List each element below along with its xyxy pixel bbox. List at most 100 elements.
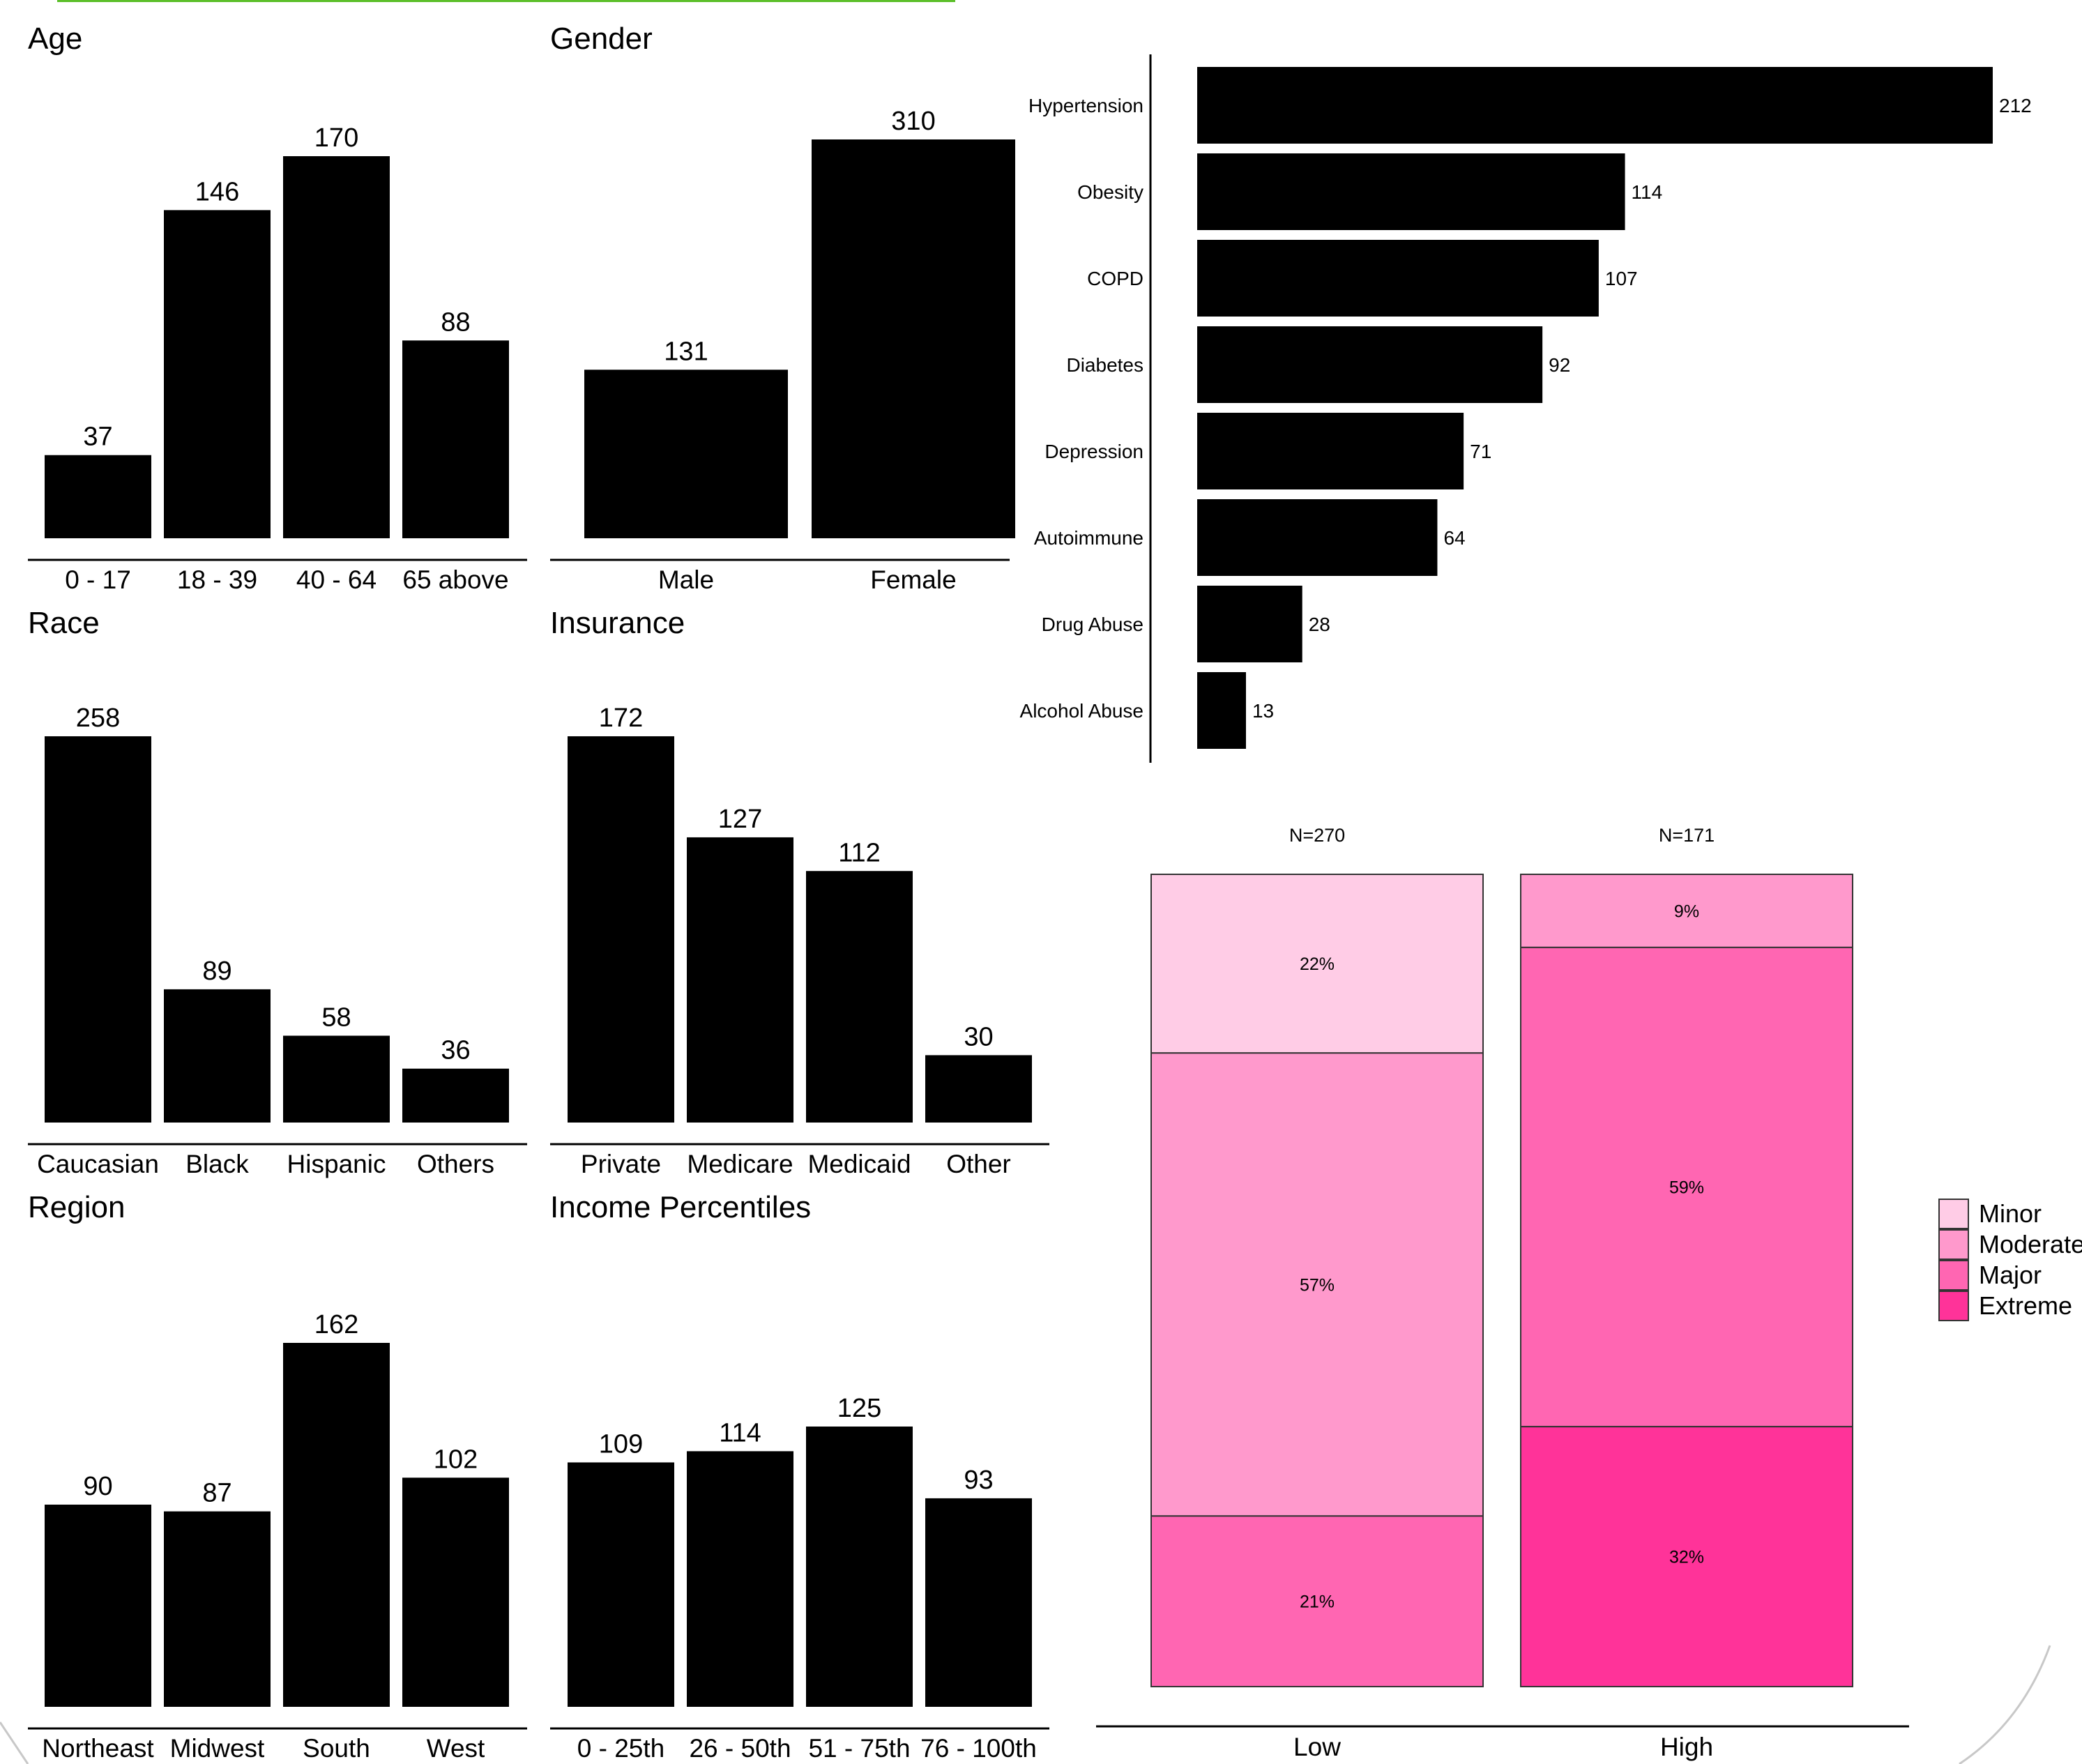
x-tick-label: Other: [946, 1150, 1011, 1178]
chart-title: Insurance: [550, 606, 685, 640]
bar: [1197, 67, 1993, 144]
legend-swatch-extreme: [1938, 1291, 1969, 1321]
bar-value-label: 162: [314, 1310, 358, 1339]
bar-value-label: 64: [1443, 527, 1465, 549]
top-accent-line: [57, 0, 955, 2]
chart-title: Income Percentiles: [550, 1190, 811, 1224]
x-tick-label: Caucasian: [37, 1150, 159, 1178]
bar: [164, 210, 271, 538]
y-tick-label: Obesity: [1077, 181, 1143, 203]
race-bar-chart: Race 258 Caucasian 89 Black 58 Hispanic 36 Other…: [28, 606, 527, 1178]
x-tick-label: 26 - 50th: [689, 1734, 791, 1763]
n-label: N=171: [1659, 825, 1715, 846]
bar: [402, 1068, 509, 1123]
segment-percent-label: 59%: [1669, 1178, 1704, 1198]
x-tick-label: South: [303, 1734, 370, 1763]
bar: [812, 139, 1015, 538]
bar-value-label: 310: [891, 107, 935, 136]
bar-value-label: 93: [964, 1466, 993, 1495]
segment-percent-label: 9%: [1674, 902, 1699, 921]
bar: [1197, 413, 1464, 489]
legend-label: Major: [1979, 1261, 2042, 1289]
segment-percent-label: 21%: [1300, 1592, 1335, 1612]
legend-label: Extreme: [1979, 1291, 2072, 1320]
bar: [806, 871, 913, 1123]
x-tick-label: Hispanic: [287, 1150, 386, 1178]
chart-title: Age: [28, 22, 82, 56]
bar: [1197, 586, 1302, 662]
x-tick-label: 18 - 39: [177, 565, 257, 594]
bar: [1197, 240, 1599, 317]
bar: [925, 1055, 1032, 1123]
bar-value-label: 13: [1252, 700, 1274, 722]
segment-percent-label: 32%: [1669, 1548, 1704, 1567]
bar: [45, 455, 151, 538]
bar-value-label: 37: [83, 423, 112, 452]
bar: [806, 1427, 913, 1707]
bar-value-label: 58: [321, 1003, 351, 1032]
bar-value-label: 92: [1549, 354, 1570, 376]
bar-value-label: 28: [1309, 614, 1330, 635]
chart-title: Region: [28, 1190, 125, 1224]
bar: [1197, 326, 1543, 403]
x-tick-label: Others: [417, 1150, 494, 1178]
stack-segment-major: [1150, 1515, 1484, 1688]
decorative-arc: [0, 1721, 29, 1764]
bar-value-label: 131: [664, 337, 708, 366]
bar-value-label: 258: [76, 704, 120, 733]
x-tick-label: 65 above: [402, 565, 508, 594]
bar: [45, 736, 151, 1123]
bar: [925, 1498, 1032, 1707]
bar-value-label: 114: [1632, 181, 1663, 203]
x-tick-label: 0 - 17: [65, 565, 131, 594]
bar-value-label: 102: [434, 1445, 478, 1474]
y-tick-label: Diabetes: [1066, 354, 1143, 376]
n-label: N=270: [1289, 825, 1345, 846]
y-tick-label: COPD: [1087, 268, 1143, 289]
segment-percent-label: 22%: [1300, 955, 1335, 974]
x-tick-label: Male: [658, 565, 714, 594]
x-tick-label: West: [427, 1734, 485, 1763]
bar-value-label: 125: [837, 1394, 881, 1423]
y-tick-label: Hypertension: [1028, 95, 1143, 116]
segment-percent-label: 57%: [1300, 1275, 1335, 1295]
x-tick-label: Medicaid: [807, 1150, 911, 1178]
y-tick-label: Depression: [1044, 441, 1143, 462]
y-tick-label: Alcohol Abuse: [1020, 700, 1143, 722]
x-tick-label: Northeast: [42, 1734, 154, 1763]
legend-label: Minor: [1979, 1199, 2042, 1228]
bar-value-label: 30: [964, 1022, 993, 1051]
bar-value-label: 170: [314, 123, 358, 153]
x-tick-label: High: [1660, 1733, 1713, 1761]
x-tick-label: Black: [185, 1150, 249, 1178]
bar-value-label: 107: [1605, 268, 1638, 289]
bar-value-label: 90: [83, 1472, 112, 1501]
bar-value-label: 109: [599, 1429, 643, 1459]
x-tick-label: 40 - 64: [296, 565, 377, 594]
severity-stacked-chart: N=270Low22%57%21%N=171High9%59%32%MinorM…: [1096, 825, 2082, 1761]
bar-value-label: 87: [202, 1479, 231, 1508]
stack-segment-moderate: [1150, 1052, 1484, 1517]
bar-value-label: 146: [195, 177, 239, 206]
y-tick-label: Drug Abuse: [1042, 614, 1143, 635]
bar: [402, 340, 509, 538]
bar-value-label: 88: [441, 307, 470, 337]
income-percentiles-bar-chart: Income Percentiles 109 0 - 25th 114 26 - 50t…: [550, 1190, 1049, 1763]
chart-title: Race: [28, 606, 100, 640]
legend-label: Moderate: [1979, 1230, 2082, 1259]
legend-swatch-major: [1938, 1260, 1969, 1291]
bar-value-label: 89: [202, 957, 231, 986]
stack-segment-moderate: [1520, 874, 1853, 948]
bar-value-label: 71: [1470, 441, 1491, 462]
bar-value-label: 127: [718, 805, 762, 834]
bar: [283, 1343, 390, 1707]
bar: [164, 1511, 271, 1707]
x-tick-label: Medicare: [687, 1150, 793, 1178]
x-tick-label: Midwest: [170, 1734, 265, 1763]
bar: [283, 156, 390, 538]
region-bar-chart: Region 90 Northeast 87 Midwest 162 South 102 Wes…: [28, 1190, 527, 1763]
bar-value-label: 112: [838, 838, 881, 867]
bar: [568, 1462, 674, 1707]
bar: [164, 989, 271, 1123]
